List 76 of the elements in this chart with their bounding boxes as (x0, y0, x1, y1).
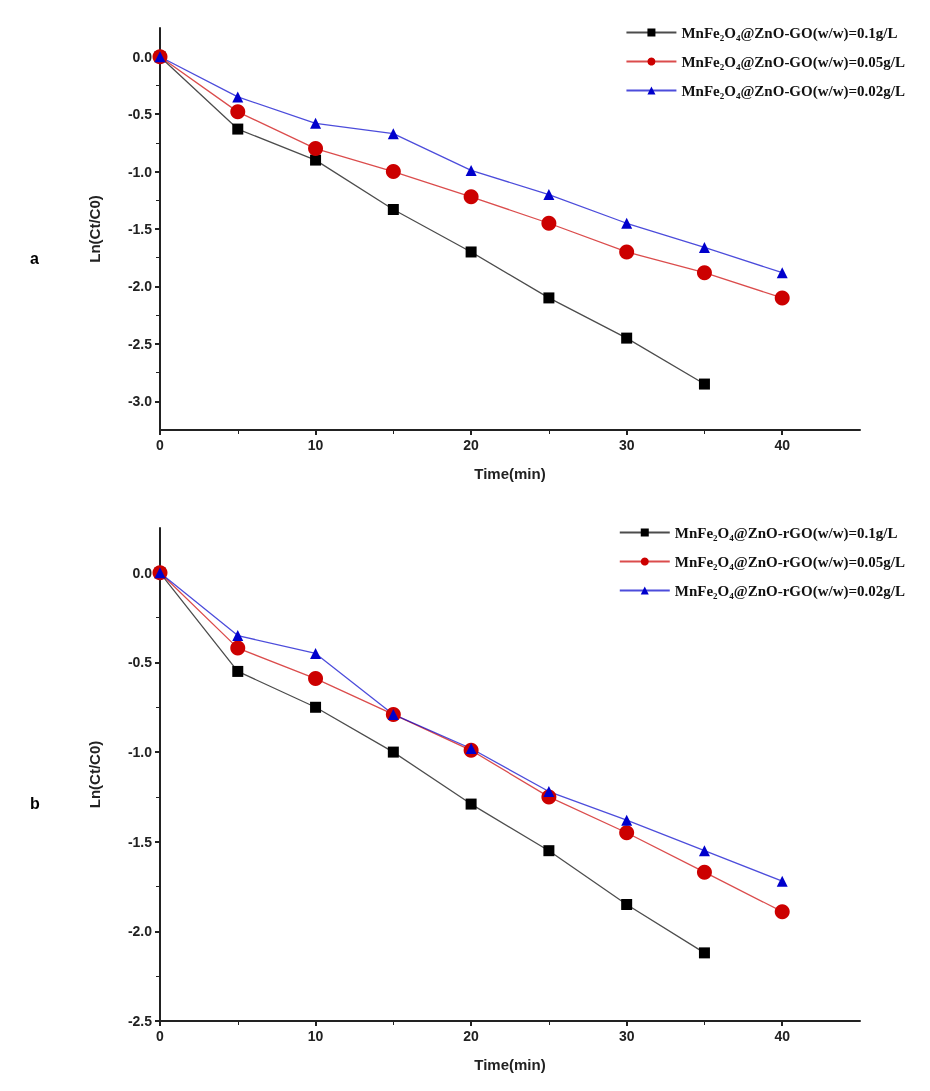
point (543, 189, 555, 201)
point (621, 898, 633, 910)
y-tick-label: -0.5 (127, 654, 153, 671)
point (310, 647, 322, 659)
point (308, 141, 324, 157)
point (387, 746, 399, 758)
x-tick-label: 30 (618, 1028, 635, 1044)
y-tick-label: -2.5 (127, 1013, 153, 1029)
point (543, 845, 555, 857)
legend-label: MnFe₂O₄@ZnO-GO(w/w)=0.05g/L (681, 53, 906, 71)
point (232, 123, 244, 135)
x-tick-label: 0 (156, 437, 165, 453)
point (543, 786, 555, 798)
legend-label: MnFe₂O₄@ZnO-GO(w/w)=0.1g/L (681, 24, 898, 42)
y-tick-label: -0.5 (127, 106, 153, 123)
point (387, 203, 399, 215)
point (232, 91, 244, 103)
x-tick-label: 40 (774, 437, 791, 453)
y-tick-label: -1.5 (127, 221, 153, 237)
point (619, 825, 635, 841)
point (698, 845, 710, 857)
point (385, 164, 401, 180)
point (465, 164, 477, 176)
x-axis-title: Time(min) (474, 465, 546, 482)
y-axis-title: Ln(Ct/C0) (86, 195, 103, 263)
point (310, 154, 322, 166)
point (619, 244, 635, 260)
y-tick-label: 0.0 (132, 564, 153, 581)
point (698, 241, 710, 253)
y-tick-label: -1.0 (127, 744, 153, 761)
legend-label: MnFe₂O₄@ZnO-rGO(w/w)=0.1g/L (674, 524, 898, 542)
point (465, 798, 477, 810)
text: b (30, 795, 40, 812)
point (230, 104, 246, 120)
legend-label: MnFe₂O₄@ZnO-rGO(w/w)=0.05g/L (674, 553, 905, 571)
x-tick-label: 10 (307, 437, 324, 453)
point (621, 217, 633, 229)
x-axis-title: Time(min) (474, 1056, 546, 1073)
x-tick-label: 30 (618, 437, 635, 453)
x-tick-label: 10 (307, 1028, 324, 1044)
x-tick-label: 0 (156, 1028, 165, 1044)
point (543, 292, 555, 304)
point (387, 128, 399, 140)
point (696, 864, 712, 880)
point (308, 671, 324, 687)
point (776, 875, 788, 887)
y-tick-label: -2.5 (127, 335, 153, 352)
point (230, 640, 246, 656)
point (621, 814, 633, 826)
y-tick-label: -2.0 (127, 923, 153, 940)
y-tick-label: -3.0 (127, 393, 153, 410)
legend-label: MnFe₂O₄@ZnO-rGO(w/w)=0.02g/L (674, 582, 905, 600)
point (696, 265, 712, 281)
point (232, 665, 244, 677)
point (310, 701, 322, 713)
y-tick-label: -2.0 (127, 278, 153, 295)
x-tick-label: 20 (463, 437, 480, 453)
text: a (30, 249, 39, 267)
point (621, 332, 633, 344)
legend-label: MnFe₂O₄@ZnO-GO(w/w)=0.02g/L (681, 82, 906, 100)
point (232, 630, 244, 642)
point (774, 904, 790, 920)
x-tick-label: 20 (463, 1028, 480, 1044)
point (776, 267, 788, 279)
point (465, 246, 477, 258)
point (774, 290, 790, 306)
y-axis-title: Ln(Ct/C0) (86, 740, 103, 809)
point (310, 117, 322, 129)
y-tick-label: -1.5 (127, 833, 153, 850)
point (541, 215, 557, 231)
point (463, 189, 479, 205)
y-tick-label: -1.0 (127, 163, 153, 180)
x-tick-label: 40 (774, 1028, 791, 1044)
y-tick-label: 0.0 (132, 48, 153, 65)
point (698, 947, 710, 959)
point (698, 378, 710, 390)
